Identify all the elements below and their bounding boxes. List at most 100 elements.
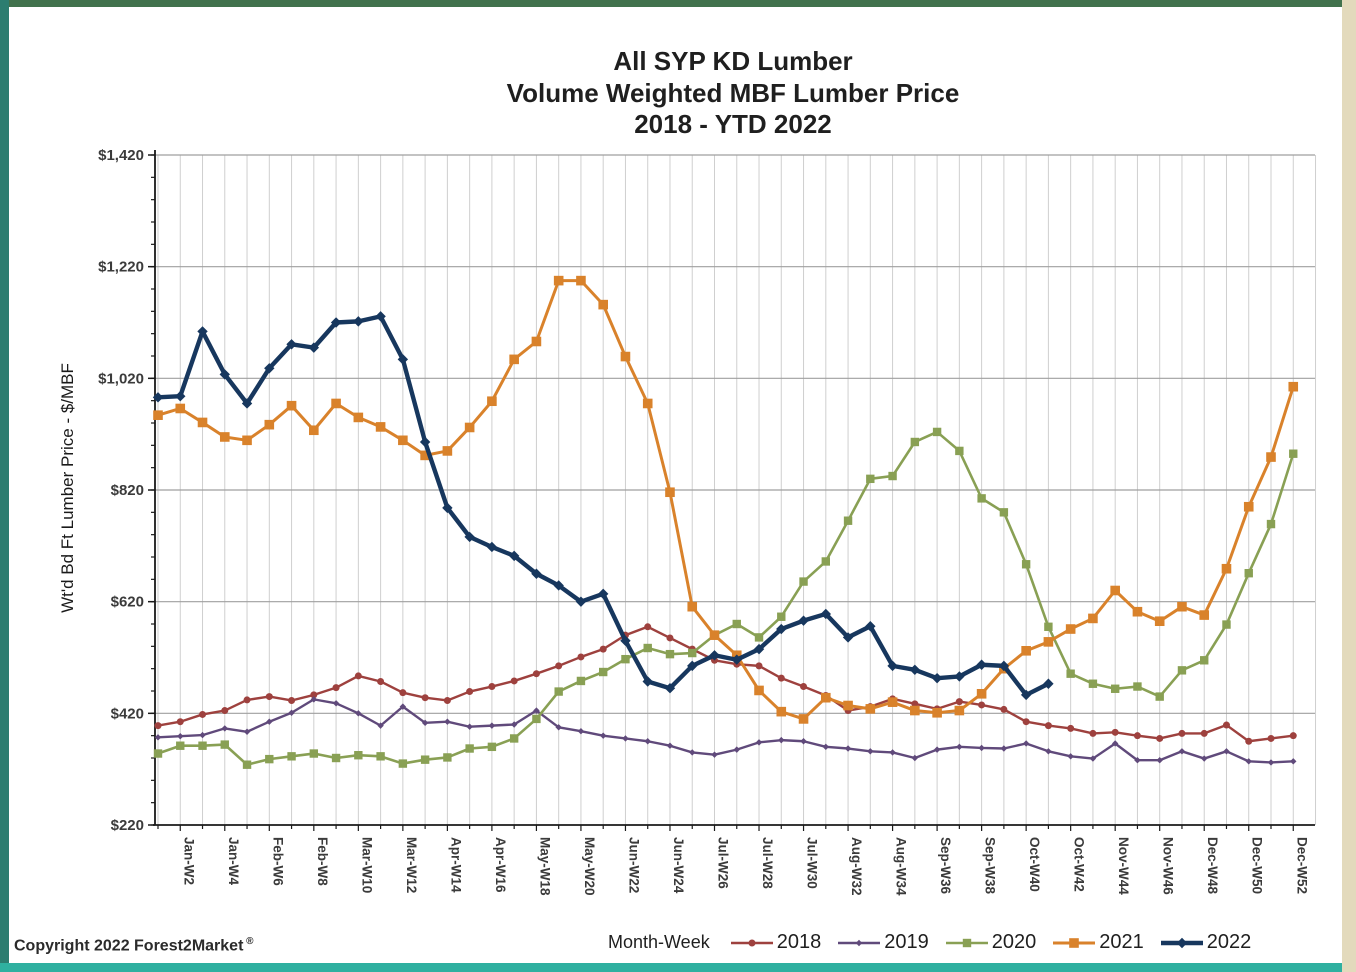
series-marker-2022 [731,654,742,665]
series-marker-2019 [288,709,295,716]
series-marker-2020 [1066,669,1075,678]
series-line-2018 [157,625,1294,743]
series-marker-2018 [310,691,318,699]
series-marker-2018 [399,689,407,697]
legend-swatch-2021 [1053,937,1096,948]
series-marker-2019 [911,754,919,762]
x-tick-label: Dec-W48 [1205,837,1220,895]
series-marker-2020 [465,744,474,753]
series-marker-2018 [377,678,385,686]
series-marker-2020 [1110,684,1120,693]
series-marker-2018 [978,701,986,709]
series-marker-2019 [533,707,540,714]
x-tick-label: Aug-W34 [894,837,909,896]
series-marker-2018 [666,634,674,642]
series-marker-2021 [665,487,675,498]
series-marker-2021 [175,403,186,414]
series-marker-2022 [820,608,831,620]
series-marker-2022 [842,632,854,643]
series-marker-2019 [956,743,963,751]
series-marker-2018 [1267,734,1275,742]
series-marker-2021 [264,419,275,430]
series-marker-2021 [1199,610,1210,620]
legend-item-2019: 2019 [837,931,929,954]
series-marker-2019 [933,746,941,753]
series-marker-2021 [487,396,497,407]
x-tick-label: Oct-W40 [1027,837,1042,892]
legend-item-2018: 2018 [730,931,821,954]
series-marker-2022 [219,369,230,380]
series-marker-2018 [1289,732,1297,740]
frame-top-strip [0,0,1356,7]
series-marker-2019 [622,735,629,742]
series-marker-2022 [753,643,765,655]
legend-label-2020: 2020 [991,931,1037,953]
series-marker-2021 [887,697,898,707]
series-marker-2021 [309,425,319,436]
series-marker-2020 [354,751,363,760]
series-marker-2020 [420,755,430,764]
series-marker-2021 [531,336,542,347]
series-marker-2022 [954,671,965,682]
series-marker-2022 [553,580,564,591]
series-marker-2019 [733,746,740,753]
series-marker-2021 [1221,563,1232,574]
series-marker-2019 [221,725,228,732]
series-marker-2018 [599,645,607,653]
x-tick-label: Jun-W22 [626,837,641,893]
x-tick-label: Mar-W12 [404,837,419,893]
x-tick-label: Sep-W38 [983,837,998,895]
series-marker-2018 [199,710,207,718]
chart-title: All SYP KD Lumber Volume Weighted MBF Lu… [507,46,960,141]
series-marker-2020 [198,741,207,750]
x-tick-label: Jun-W24 [671,837,686,894]
series-marker-2019 [1111,740,1119,747]
registered-mark: ® [243,936,254,947]
series-marker-2020 [487,742,497,752]
series-marker-2020 [265,754,274,764]
series-marker-2022 [664,683,676,694]
series-marker-2022 [931,672,943,684]
series-marker-2020 [1244,568,1253,578]
series-marker-2019 [466,723,473,730]
series-marker-2021 [776,706,787,717]
y-tick-label: $420 [111,705,144,722]
x-tick-label: Jan-W2 [181,837,196,885]
series-marker-2021 [954,705,965,716]
series-marker-2021 [1243,501,1254,512]
series-marker-2021 [353,412,364,423]
y-tick-label: $1,220 [98,259,144,276]
series-marker-2020 [376,752,385,761]
series-marker-2020 [843,516,853,525]
legend-item-2022: 2022 [1160,931,1251,954]
series-marker-2018 [1111,728,1119,736]
series-marker-2022 [887,660,898,672]
x-tick-label: Mar-W10 [359,837,374,893]
series-marker-2021 [798,714,809,724]
frame-bottom-strip [0,963,1356,972]
series-marker-2019 [243,728,251,735]
x-tick-label: Apr-W14 [448,837,463,893]
series-marker-2020 [888,471,897,481]
legend-label-2019: 2019 [884,931,929,953]
series-marker-2018 [488,683,496,691]
series-marker-2019 [1178,748,1186,755]
series-marker-2022 [353,316,364,327]
series-marker-2019 [1245,758,1252,765]
series-marker-2021 [509,354,519,365]
series-marker-2022 [620,635,631,646]
series-marker-2021 [1021,646,1031,656]
series-marker-2022 [442,502,453,514]
x-tick-label: May-W20 [582,837,597,896]
series-marker-2021 [553,275,564,286]
series-marker-2021 [1043,637,1054,647]
series-marker-2019 [867,748,874,755]
series-marker-2020 [1088,679,1098,688]
chart-legend: Month-Week 2018 2019 2020 2021 2022 [608,931,1251,954]
series-marker-2021 [598,299,608,310]
series-marker-2019 [822,743,829,751]
series-marker-2020 [1222,620,1231,629]
x-tick-label: Apr-W16 [493,837,508,893]
y-tick-label: $1,020 [98,370,144,387]
x-tick-label: Aug-W32 [849,837,864,896]
